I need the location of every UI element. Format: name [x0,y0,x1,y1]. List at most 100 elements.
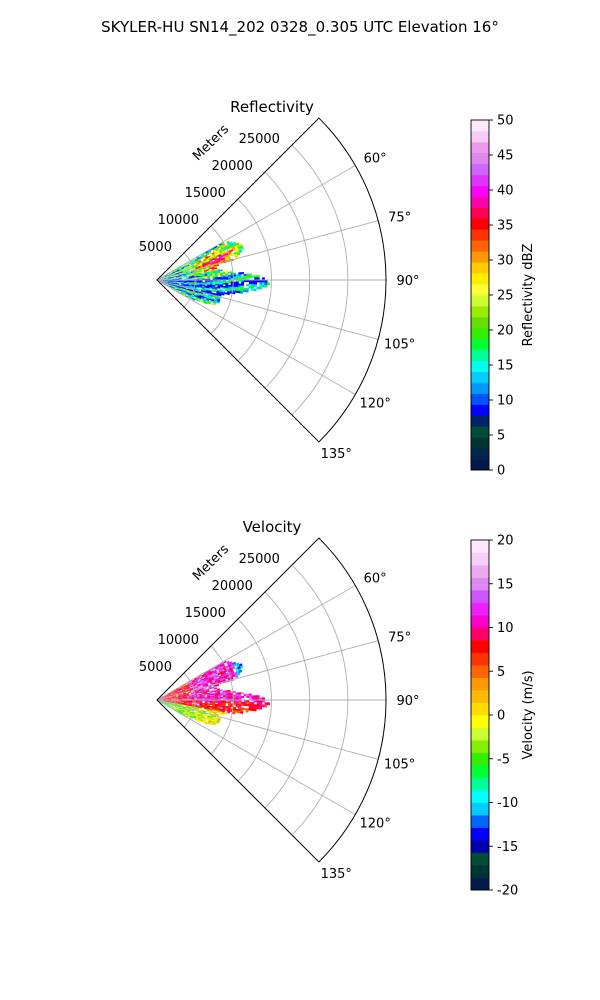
reflectivity-panel: Reflectivity 5000 10000 15000 20000 25000 Mete… [139,98,536,479]
colorbar-swatch [471,752,489,766]
azimuth-line [156,699,379,760]
colorbar-tick-label: -5 [497,752,510,767]
echo-field [157,660,271,726]
azimuth-tick-label: 135° [321,447,352,462]
colorbar-tick-label: 40 [497,184,514,199]
colorbar-swatch [471,690,489,703]
colorbar-swatch [471,327,489,340]
colorbar-swatch [471,627,489,641]
range-axis-label: Meters [190,122,232,164]
colorbar-tick-label: 15 [497,359,514,374]
colorbar-swatch [471,295,489,307]
colorbar-swatch [471,284,489,296]
colorbar-tick-label: 5 [497,429,505,444]
colorbar-label: Reflectivity dBZ [521,244,536,347]
azimuth-tick-label: 105° [384,337,415,352]
colorbar-swatch [471,790,489,803]
colorbar-swatch [471,815,489,828]
colorbar-swatch [471,382,489,394]
azimuth-line [156,699,356,815]
panel-title: Velocity [243,518,302,536]
sector-outline [156,537,387,863]
colorbar-swatch [471,590,489,603]
colorbar-swatch [471,262,489,274]
colorbar-swatch [471,677,489,691]
sector-outline [156,117,387,443]
azimuth-line [156,279,379,340]
colorbar-swatch [471,404,489,416]
range-tick-label: 15000 [185,186,226,201]
azimuth-tick-label: 120° [360,397,391,412]
colorbar-swatch [471,765,489,778]
velocity-panel: Velocity 5000 10000 15000 20000 25000 Meters 60… [139,518,536,899]
azimuth-tick-label: 135° [321,867,352,882]
colorbar-tick-label: -10 [497,796,518,811]
colorbar-tick-label: -15 [497,840,518,855]
azimuth-line [156,220,379,281]
colorbar-tick-label: 20 [497,324,514,339]
range-tick-label: 5000 [139,660,172,675]
colorbar-swatch [471,185,489,197]
colorbar-swatch [471,415,489,427]
range-tick-label: 10000 [158,213,199,228]
colorbar-label: Velocity (m/s) [521,670,536,759]
azimuth-line [156,165,356,281]
colorbar-swatch [471,229,489,241]
colorbar-swatch [471,141,489,154]
polar-grid [156,564,386,836]
figure-title: SKYLER-HU SN14_202 0328_0.305 UTC Elevat… [101,18,499,37]
colorbar-swatch [471,207,489,219]
azimuth-tick-label: 60° [364,572,387,587]
colorbar-tick-label: 0 [497,464,505,479]
colorbar-swatch [471,640,489,653]
azimuth-tick-label: 90° [396,694,419,709]
azimuth-line [156,279,356,395]
colorbar-swatch [471,652,489,666]
colorbar-swatch [471,577,489,591]
colorbar-swatch [471,777,489,791]
colorbar-swatch [471,865,489,878]
colorbar-swatch [471,120,489,132]
colorbar-swatch [471,273,489,285]
range-axis-label: Meters [190,542,232,584]
azimuth-line [156,585,356,701]
colorbar-swatch [471,338,489,351]
range-tick-label: 5000 [139,240,172,255]
colorbar-tick-label: 0 [497,709,505,724]
colorbar-swatch [471,840,489,853]
echo-field [157,240,271,306]
azimuth-tick-label: 90° [396,274,419,289]
colorbar-swatch [471,130,489,143]
colorbar-tick-label: 15 [497,577,514,592]
colorbar-swatch [471,565,489,578]
colorbar: -20 -15 -10 -5 0 5 10 15 20 Velocity (m/s) [470,534,536,899]
colorbar-swatch [471,602,489,616]
colorbar-tick-label: 45 [497,149,514,164]
colorbar-swatch [471,702,489,716]
colorbar-swatch [471,163,489,176]
azimuth-tick-label: 120° [360,817,391,832]
azimuth-tick-label: 75° [388,631,411,646]
colorbar-tick-label: 10 [497,621,514,636]
colorbar-swatch [471,540,489,553]
range-tick-label: 20000 [212,579,253,594]
colorbar-swatch [471,448,489,460]
colorbar-swatch [471,877,489,891]
colorbar-tick-label: 5 [497,665,505,680]
colorbar-swatch [471,715,489,728]
colorbar-swatch [471,196,489,208]
colorbar: 0 5 10 15 20 25 30 35 40 45 50 Reflectivity dBZ [470,114,536,479]
colorbar-swatch [471,552,489,566]
range-tick-label: 15000 [185,606,226,621]
range-tick-label: 10000 [158,633,199,648]
polar-grid [156,144,386,416]
colorbar-tick-label: 50 [497,114,514,129]
colorbar-swatch [471,349,489,362]
colorbar-swatch [471,305,489,318]
range-tick-label: 25000 [239,552,280,567]
colorbar-swatch [471,727,489,741]
range-tick-label: 20000 [212,159,253,174]
colorbar-swatch [471,316,489,329]
colorbar-swatch [471,615,489,628]
colorbar-swatch [471,437,489,449]
